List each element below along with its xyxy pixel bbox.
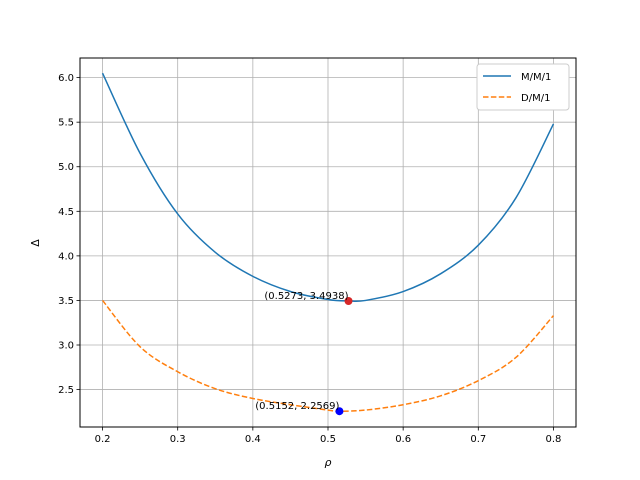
series-layer <box>101 72 555 412</box>
x-tick-label: 0.7 <box>470 434 486 445</box>
marker-layer <box>335 296 353 416</box>
series-line-dm1 <box>101 299 555 412</box>
y-tick-label: 4.0 <box>58 251 74 262</box>
annotation-layer: (0.5273, 3.4938) (0.5152, 2.2569) <box>255 291 348 412</box>
x-tick-label: 0.2 <box>95 434 111 445</box>
min-point-label-1: (0.5273, 3.4938) <box>264 291 348 302</box>
y-axis-label: Δ <box>29 239 42 247</box>
x-axis-label: ρ <box>325 456 332 469</box>
legend: M/M/1 D/M/1 <box>476 63 570 111</box>
x-tick-label: 0.8 <box>546 434 562 445</box>
y-tick-label: 3.5 <box>58 296 74 307</box>
y-tick-label: 5.5 <box>58 118 74 129</box>
y-tick-label: 4.5 <box>58 207 74 218</box>
x-tick-label: 0.5 <box>320 434 336 445</box>
x-tick-label: 0.3 <box>170 434 186 445</box>
x-tick-label: 0.4 <box>245 434 261 445</box>
grid <box>80 58 576 427</box>
min-point-marker-1 <box>344 296 353 305</box>
x-tick-label: 0.6 <box>395 434 411 445</box>
min-point-marker-2 <box>335 407 344 416</box>
y-tick-label: 2.5 <box>58 385 74 396</box>
legend-label-mm1: M/M/1 <box>521 72 551 83</box>
min-point-label-2: (0.5152, 2.2569) <box>255 401 339 412</box>
ticks: 0.2 0.3 0.4 0.5 0.6 0.7 0.8 2.5 3.0 3.5 4.0 4.5 5.0 5… <box>58 73 561 445</box>
y-tick-label: 3.0 <box>58 341 74 352</box>
y-tick-label: 6.0 <box>58 73 74 84</box>
series-line-mm1 <box>101 72 555 303</box>
legend-label-dm1: D/M/1 <box>521 93 550 104</box>
y-tick-label: 5.0 <box>58 162 74 173</box>
